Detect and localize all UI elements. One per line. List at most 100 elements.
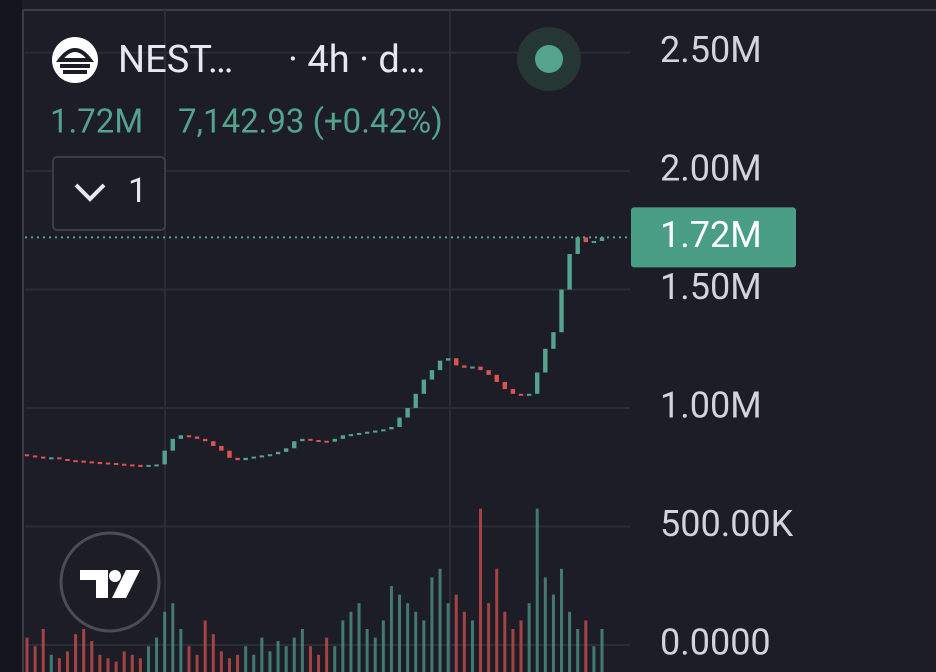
volume-bar [398,594,402,672]
candle-body [300,438,305,442]
volume-bar [25,637,29,672]
header-price: 1.72M [50,103,143,142]
volume-bar [560,568,564,672]
volume-bar [446,603,450,672]
volume-bar [600,629,604,672]
candle-body [381,429,386,432]
volume-bar [146,646,150,672]
y-tick-label: 1.00M [660,385,762,427]
price-axis: 2.50M 2.00M 1.50M 1.00M 500.00K 0.0000 1.72M [631,29,796,664]
candle-body [462,365,467,368]
candle-body [243,457,248,461]
candle-body [397,417,402,427]
candle-body [105,462,111,465]
symbol-logo-icon [55,48,95,74]
volume-bar [308,646,312,672]
volume-bar [65,651,69,672]
volume-bar [179,629,183,672]
volume-bar [414,611,418,672]
candle-body [113,463,119,466]
candle-body [348,434,354,437]
volume-bar [333,646,337,672]
candle-body [308,438,313,441]
volume-bar [106,658,110,672]
candle-body [502,381,508,390]
volume-bar [519,620,523,672]
volume-bar [357,603,361,672]
symbol[interactable]: NEST… [118,38,233,82]
candle-body [567,254,572,290]
y-tick-label: 500.00K [660,503,794,545]
volume-bar [130,654,134,672]
volume-bar [584,620,588,672]
volume-bar [479,508,483,672]
candle-body [332,438,337,442]
candle-body [437,360,443,371]
candle-body [292,441,297,449]
volume-bar [365,629,369,672]
candle-body [470,366,475,369]
y-tick-label: 0.0000 [660,622,771,664]
candle-body [591,240,597,243]
candle-body [275,451,281,455]
indicator-toggle[interactable] [52,156,166,231]
volume-bar [568,611,572,672]
candle-body [65,458,70,461]
volume-bar [82,629,86,672]
candle-body [486,370,491,375]
candle-body [316,440,321,443]
volume-bar [227,658,231,672]
volume-bar [462,611,466,672]
volume-bar [317,654,321,672]
candle-body [130,464,135,467]
candle-body [413,393,418,409]
volume-bar [252,654,256,672]
volume-bar [325,637,329,672]
tv-logo[interactable] [59,531,161,633]
volume-bar [438,568,442,672]
candle-body [340,435,346,439]
volume-bar [90,641,94,672]
volume-bar [33,646,37,672]
volume-bar [244,646,248,672]
interval[interactable]: · 4h · d… [288,38,425,82]
candle-body [283,448,289,452]
volume-bar [114,661,118,672]
y-tick-label: 1.50M [660,266,762,308]
volume-bar [349,611,353,672]
volume-bar [535,508,539,672]
volume-bar [422,620,426,672]
candle-body [146,464,151,467]
y-tick-label: 2.50M [660,29,762,71]
volume-bar [284,646,288,672]
candle-body [81,460,86,463]
volume-bar [74,634,78,672]
volume-bar [236,654,240,672]
volume-bar [57,658,61,672]
volume-bar [430,577,434,672]
candle-body [24,454,30,457]
volume-bar [495,568,499,672]
candle-body [89,461,94,464]
candle-body [138,464,143,467]
volume-bar [276,641,280,672]
change: 7,142.93 (+0.42%) [178,103,443,142]
candle-body [324,440,329,443]
volume-bar [268,651,272,672]
candle-body [202,438,208,442]
candle-body [97,462,103,465]
candle-body [186,435,192,438]
candle-body [559,289,564,333]
candle-body [259,455,265,458]
candle-body [251,456,256,459]
volume-bar [187,646,191,672]
candle-body [429,370,435,380]
status-dot [535,45,563,73]
last-price-tag [631,207,796,268]
volume-bar [592,646,596,672]
candle-body [405,408,410,418]
candle-body [40,456,46,459]
candle-body [32,455,38,458]
